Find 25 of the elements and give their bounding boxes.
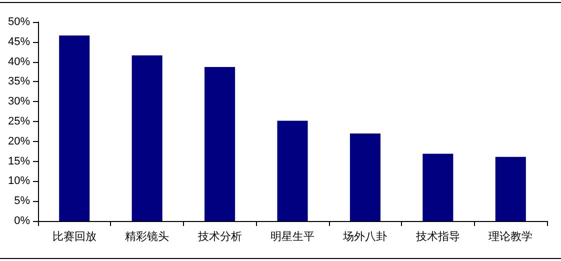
bar [204, 66, 236, 221]
y-tick-label: 0% [14, 215, 30, 227]
y-tick-label: 35% [8, 76, 30, 88]
x-tick-label: 技术指导 [414, 230, 460, 243]
y-tick-label: 25% [8, 116, 30, 128]
y-tick-label: 15% [8, 155, 30, 168]
x-tick-label: 明星生平 [270, 230, 314, 243]
y-tick-label: 45% [8, 36, 30, 48]
y-tick-label: 30% [8, 96, 30, 108]
bar [422, 154, 454, 221]
bar [132, 55, 162, 221]
bar [350, 133, 380, 221]
y-tick-label: 40% [8, 56, 30, 68]
bar [59, 36, 90, 221]
x-tick-label: 精彩镜头 [125, 230, 170, 243]
y-tick-label: 10% [8, 175, 30, 188]
x-tick-label: 比赛回放 [52, 230, 96, 243]
bar [277, 120, 308, 221]
x-tick-label: 理论教学 [488, 230, 533, 243]
x-tick-label: 场外八卦 [342, 230, 388, 243]
bar [495, 156, 526, 221]
y-tick-label: 5% [14, 195, 30, 208]
x-tick-label: 技术分析 [196, 230, 242, 243]
y-tick-label: 50% [8, 16, 30, 28]
y-tick-label: 20% [8, 135, 30, 148]
